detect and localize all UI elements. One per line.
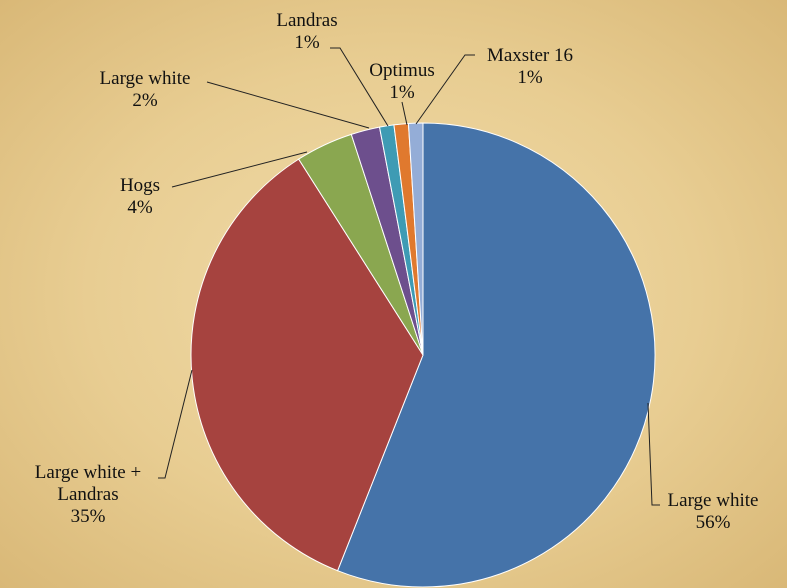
category-label: Maxster 16 xyxy=(486,45,573,66)
value-label: 1% xyxy=(294,32,320,53)
value-label: 1% xyxy=(517,67,543,88)
data-label: Large white 56% xyxy=(643,490,783,534)
data-label: Hogs 4% xyxy=(100,175,180,219)
data-label: Optimus 1% xyxy=(357,60,447,104)
leader-line xyxy=(415,54,475,125)
value-label: 4% xyxy=(127,197,153,218)
category-label: Hogs xyxy=(119,175,161,196)
leader-line xyxy=(171,151,308,188)
leader-line xyxy=(647,402,660,506)
pie-slice xyxy=(190,158,424,572)
pie-slice xyxy=(336,122,656,588)
data-label: Maxster 16 1% xyxy=(470,45,590,89)
data-label: Large white + Landras 35% xyxy=(8,462,168,528)
category-label: Large white xyxy=(99,68,191,89)
data-label: Large white 2% xyxy=(80,68,210,112)
leader-line xyxy=(330,47,389,127)
pie-slice xyxy=(407,122,424,356)
value-label: 35% xyxy=(70,506,106,527)
leader-line xyxy=(401,101,408,126)
value-label: 2% xyxy=(132,90,158,111)
value-label: 1% xyxy=(389,82,415,103)
category-label: Large white + Landras xyxy=(34,462,142,505)
category-label: Landras xyxy=(276,10,338,31)
leader-line xyxy=(206,81,370,129)
value-label: 56% xyxy=(695,512,731,533)
leader-line xyxy=(158,369,193,479)
category-label: Large white xyxy=(667,490,759,511)
category-label: Optimus xyxy=(369,60,435,81)
data-label: Landras 1% xyxy=(267,10,347,54)
